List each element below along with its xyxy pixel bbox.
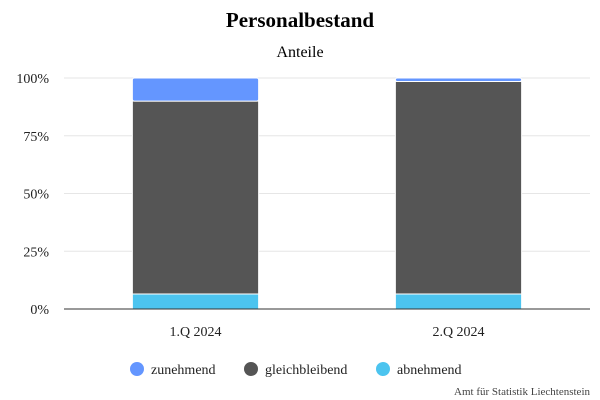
legend-marker-zunehmend: [130, 362, 144, 376]
y-axis-ticks: 0% 25% 50% 75% 100%: [16, 72, 49, 318]
y-tick-label: 75%: [23, 130, 49, 145]
bar-gleichbleibend-2: [394, 80, 523, 295]
bar-abnehmend-2: [394, 293, 523, 310]
y-tick-label: 100%: [16, 72, 49, 87]
credit-text: Amt für Statistik Liechtenstein: [454, 386, 590, 398]
x-tick-label: 1.Q 2024: [169, 325, 221, 340]
chart-subtitle: Anteile: [276, 44, 323, 61]
x-axis-ticks: 1.Q 2024 2.Q 2024: [169, 325, 484, 340]
y-tick-label: 50%: [23, 188, 49, 203]
bar-abnehmend-1: [131, 293, 260, 310]
bar-gleichbleibend-1: [131, 100, 260, 295]
legend-label-abnehmend[interactable]: abnehmend: [397, 363, 462, 378]
bar-zunehmend-1: [131, 77, 260, 102]
x-tick-label: 2.Q 2024: [432, 325, 484, 340]
chart-title: Personalbestand: [226, 8, 375, 32]
y-tick-label: 0%: [30, 303, 49, 318]
bar-zunehmend-2: [394, 77, 523, 82]
legend-label-zunehmend[interactable]: zunehmend: [151, 363, 216, 378]
legend: zunehmend gleichbleibend abnehmend: [130, 362, 462, 378]
legend-label-gleichbleibend[interactable]: gleichbleibend: [265, 363, 347, 378]
y-tick-label: 25%: [23, 245, 49, 260]
legend-marker-gleichbleibend: [244, 362, 258, 376]
legend-marker-abnehmend: [376, 362, 390, 376]
bars: [131, 77, 523, 310]
